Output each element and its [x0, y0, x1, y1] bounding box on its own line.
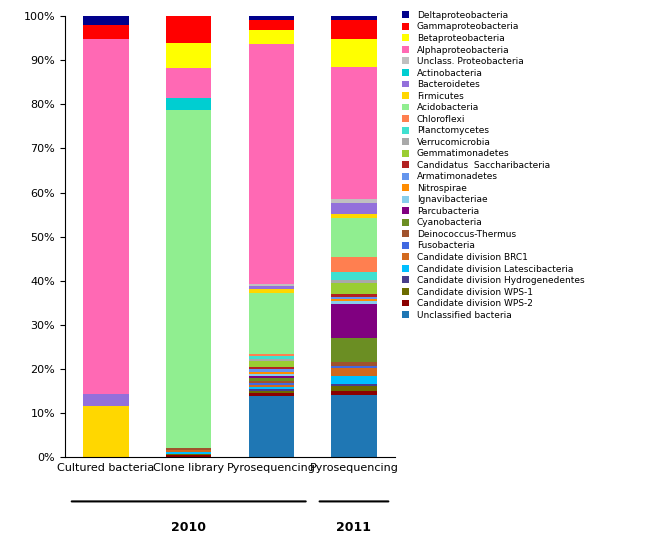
Bar [249, 392, 294, 393]
Bar [166, 67, 211, 98]
Bar [249, 385, 294, 387]
Bar [249, 393, 294, 395]
Bar [331, 395, 376, 457]
Bar [84, 406, 129, 457]
Bar [84, 16, 129, 25]
Bar [249, 289, 294, 293]
Bar [84, 25, 129, 39]
Bar [331, 39, 376, 67]
Bar [331, 296, 376, 299]
Bar [331, 303, 376, 338]
Bar [331, 386, 376, 391]
Bar [249, 357, 294, 358]
Bar [249, 293, 294, 355]
Bar [331, 368, 376, 376]
Bar [249, 370, 294, 372]
Bar [331, 199, 376, 202]
Bar [249, 381, 294, 383]
Bar [249, 376, 294, 378]
Bar [249, 355, 294, 357]
Bar [331, 362, 376, 366]
Text: 2010: 2010 [171, 521, 206, 534]
Bar [331, 299, 376, 301]
Bar [249, 367, 294, 370]
Bar [166, 110, 211, 448]
Bar [249, 372, 294, 373]
Bar [331, 280, 376, 282]
Bar [249, 19, 294, 30]
Text: 2011: 2011 [336, 521, 371, 534]
Bar [166, 450, 211, 452]
Bar [249, 284, 294, 286]
Bar [331, 376, 376, 384]
Bar [166, 448, 211, 450]
Bar [249, 358, 294, 360]
Bar [84, 394, 129, 406]
Bar [331, 16, 376, 20]
Bar [249, 378, 294, 381]
Bar [166, 16, 211, 44]
Bar [331, 218, 376, 257]
Bar [249, 16, 294, 19]
Bar [166, 44, 211, 67]
Bar [331, 67, 376, 199]
Bar [331, 257, 376, 272]
Bar [331, 384, 376, 386]
Bar [331, 301, 376, 303]
Bar [331, 282, 376, 294]
Bar [166, 454, 211, 456]
Bar [331, 202, 376, 214]
Bar [84, 39, 129, 394]
Bar [166, 98, 211, 110]
Bar [331, 391, 376, 395]
Legend: Deltaproteobacteria, Gammaproteobacteria, Betaproteobacteria, Alphaproteobacteri: Deltaproteobacteria, Gammaproteobacteria… [399, 8, 588, 323]
Bar [249, 395, 294, 457]
Bar [166, 452, 211, 454]
Bar [166, 456, 211, 457]
Bar [331, 214, 376, 218]
Bar [331, 366, 376, 368]
Bar [249, 390, 294, 392]
Bar [331, 338, 376, 362]
Bar [249, 286, 294, 289]
Bar [249, 44, 294, 284]
Bar [331, 272, 376, 280]
Bar [331, 294, 376, 296]
Bar [249, 373, 294, 376]
Bar [249, 383, 294, 385]
Bar [249, 387, 294, 390]
Bar [249, 30, 294, 44]
Bar [249, 360, 294, 367]
Bar [331, 20, 376, 39]
